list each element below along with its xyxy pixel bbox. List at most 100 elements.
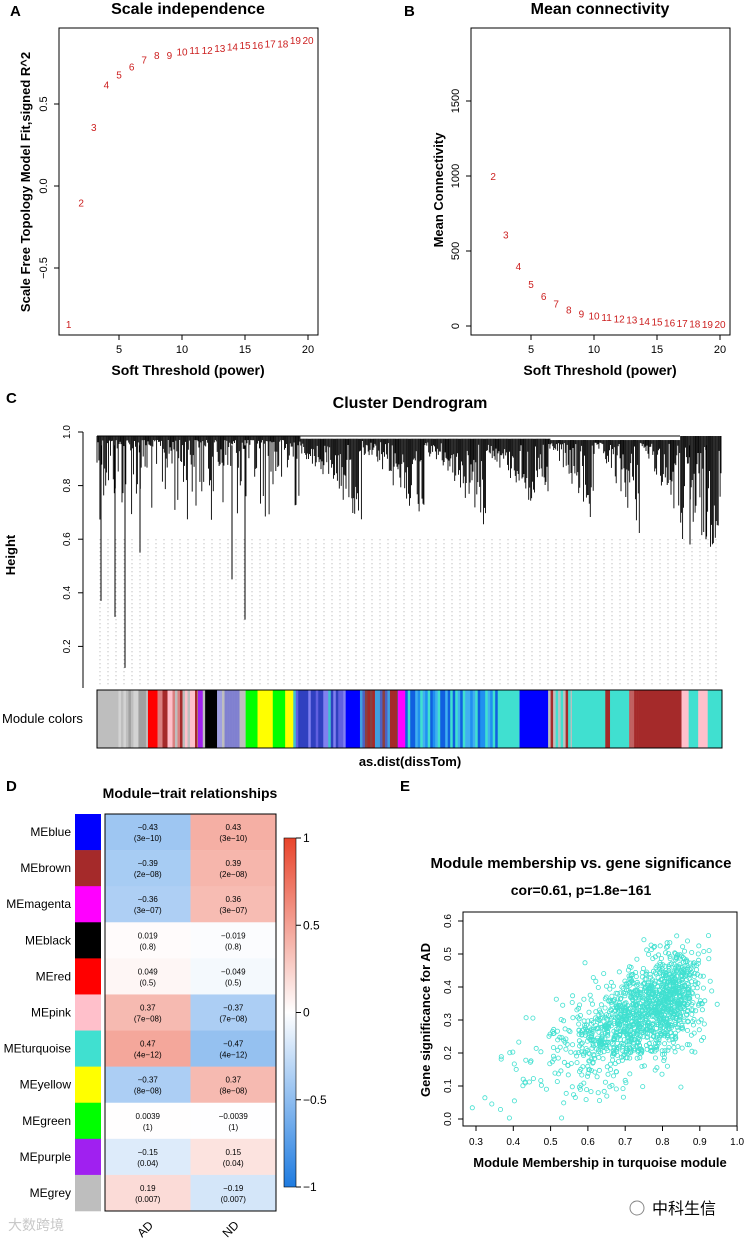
module-color-segment xyxy=(631,690,635,748)
scatter-point xyxy=(620,1094,626,1100)
data-point-label: 5 xyxy=(528,280,534,291)
data-point-label: 8 xyxy=(566,306,572,317)
scatter-point xyxy=(664,1006,670,1012)
scatter-point xyxy=(615,996,621,1002)
scatter-point xyxy=(611,998,617,1004)
cell-value: −0.47 xyxy=(223,1040,244,1049)
scatter-point xyxy=(513,1066,519,1072)
module-color-swatch xyxy=(75,1030,101,1067)
x-tick-label: 0.3 xyxy=(469,1137,483,1148)
scatter-point xyxy=(506,1115,512,1121)
row-label: MEturquoise xyxy=(4,1042,72,1056)
scatter-point xyxy=(690,1007,696,1013)
scatter-point xyxy=(680,1025,686,1031)
module-color-segment xyxy=(425,690,429,748)
scatter-point xyxy=(679,1045,685,1051)
scatter-point xyxy=(618,1028,624,1034)
heatmap-cell xyxy=(190,1030,277,1067)
scatter-point xyxy=(590,1001,596,1007)
module-color-segment xyxy=(384,690,388,748)
scatter-point xyxy=(645,1007,651,1013)
module-color-segment xyxy=(571,690,606,748)
column-label: AD xyxy=(134,1218,156,1240)
module-color-segment xyxy=(445,690,449,748)
scatter-point xyxy=(644,947,650,953)
module-color-segment xyxy=(340,690,344,748)
data-point-label: 5 xyxy=(116,70,122,81)
scatter-point xyxy=(660,985,666,991)
x-axis-label: Soft Threshold (power) xyxy=(111,362,264,378)
colorbar-tick-label: 0.5 xyxy=(303,918,320,932)
scatter-point xyxy=(561,1037,567,1043)
cell-pvalue: (1) xyxy=(143,1123,153,1132)
scatter-point xyxy=(673,957,679,963)
scatter-point xyxy=(570,1042,576,1048)
scatter-point xyxy=(670,974,676,980)
scatter-point xyxy=(617,1000,623,1006)
scatter-point xyxy=(640,966,646,972)
module-color-segment xyxy=(97,690,119,748)
module-color-segment xyxy=(197,690,204,748)
scatter-point xyxy=(682,974,688,980)
chart-title: Mean connectivity xyxy=(531,1,670,18)
module-color-segment xyxy=(420,690,424,748)
cell-pvalue: (0.04) xyxy=(223,1159,244,1168)
scatter-point xyxy=(671,968,677,974)
panel-label-b: B xyxy=(404,3,415,20)
heatmap-cell xyxy=(190,1138,277,1176)
module-color-segment xyxy=(140,690,144,748)
scatter-point xyxy=(686,1042,692,1048)
module-color-segment xyxy=(315,690,319,748)
scatter-point xyxy=(630,981,636,987)
scatter-point xyxy=(637,991,643,997)
module-color-segment xyxy=(560,690,564,748)
scatter-point xyxy=(651,944,657,950)
module-color-segment xyxy=(224,690,228,748)
module-color-segment xyxy=(382,690,386,748)
cell-value: −0.37 xyxy=(223,1004,244,1013)
scatter-point xyxy=(672,1033,678,1039)
cell-pvalue: (2e−08) xyxy=(134,870,162,879)
plot-frame xyxy=(462,911,738,1127)
y-tick-label: 0.2 xyxy=(443,1046,454,1060)
scatter-point xyxy=(597,1009,603,1015)
scatter-point xyxy=(663,950,669,956)
scatter-point xyxy=(633,1002,639,1008)
module-color-segment xyxy=(447,690,451,748)
scatter-point xyxy=(587,1051,593,1057)
cell-pvalue: (7e−08) xyxy=(134,1015,162,1024)
plot-frame xyxy=(58,27,319,336)
scatter-point xyxy=(622,1049,628,1055)
scatter-point xyxy=(673,984,679,990)
scatter-point xyxy=(596,1054,602,1060)
scatter-point xyxy=(576,1021,582,1027)
cell-value: 0.43 xyxy=(225,823,241,832)
scatter-point xyxy=(546,1033,552,1039)
scatter-point xyxy=(666,1045,672,1051)
scatter-point xyxy=(681,1019,687,1025)
data-point-label: 9 xyxy=(167,51,173,62)
module-color-swatch xyxy=(75,1102,101,1140)
scatter-point xyxy=(671,1045,677,1051)
module-color-segment xyxy=(480,690,484,748)
chart-title: Module−trait relationships xyxy=(103,785,278,801)
scatter-point xyxy=(706,948,712,954)
scatter-point xyxy=(696,1027,702,1033)
scatter-point xyxy=(665,1034,671,1040)
scatter-point xyxy=(628,973,634,979)
row-label: MEpink xyxy=(31,1006,72,1020)
module-color-segment xyxy=(177,690,181,748)
scatter-point xyxy=(665,979,671,985)
scatter-point xyxy=(554,1079,560,1085)
module-color-segment xyxy=(298,690,302,748)
scatter-point xyxy=(652,970,658,976)
module-color-segment xyxy=(681,690,689,748)
module-color-segment xyxy=(192,690,196,748)
module-color-segment xyxy=(338,690,342,748)
scatter-point xyxy=(551,1053,557,1059)
colorbar-tick-label: 0 xyxy=(303,1006,310,1020)
module-color-segment xyxy=(343,690,346,748)
scatter-point xyxy=(507,1050,513,1056)
scatter-point xyxy=(679,1022,685,1028)
scatter-point xyxy=(677,952,683,958)
